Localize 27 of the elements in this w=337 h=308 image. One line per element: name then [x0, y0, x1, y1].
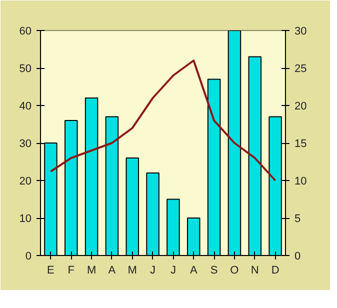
- y-tick-label: 30: [19, 138, 32, 150]
- y-tick-label: 0: [25, 250, 32, 262]
- x-tick-label: O: [230, 264, 240, 276]
- x-tick-label: M: [128, 264, 137, 276]
- line-series: [50, 60, 276, 182]
- x-tick-label: A: [108, 264, 116, 276]
- x-tick-label: S: [210, 264, 218, 276]
- y-tick-label: 60: [19, 26, 32, 38]
- x-tick-label: D: [271, 264, 280, 276]
- y-tick-label: 50: [19, 63, 32, 75]
- y-tick-label: 40: [19, 100, 32, 112]
- x-tick-label: J: [150, 264, 156, 276]
- y2-tick-label: 30: [294, 26, 307, 38]
- y2-tick-label: 15: [294, 138, 307, 150]
- y2-tick-label: 20: [294, 100, 307, 112]
- x-tick-label: F: [68, 264, 75, 276]
- x-tick-label: J: [170, 264, 176, 276]
- y2-tick-label: 10: [294, 176, 307, 188]
- y2-tick-label: 25: [294, 63, 307, 75]
- x-tick-label: E: [47, 264, 54, 276]
- y2-tick-label: 0: [294, 250, 301, 262]
- y-tick-label: 20: [19, 176, 32, 188]
- x-tick-label: N: [250, 264, 259, 276]
- x-tick-label: A: [190, 264, 198, 276]
- x-tick-label: M: [86, 264, 96, 276]
- y-tick-label: 10: [19, 213, 32, 225]
- y2-tick-label: 5: [294, 213, 301, 225]
